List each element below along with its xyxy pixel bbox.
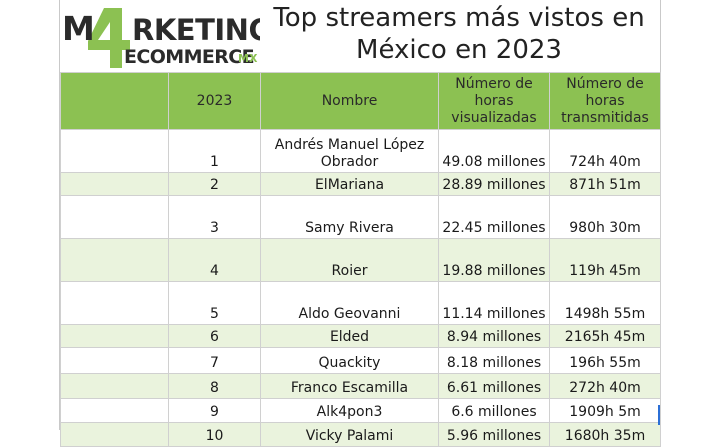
table-row: 1 Andrés Manuel López Obrador 49.08 millon… bbox=[60, 129, 661, 173]
hours-watched-cell: 8.94 millones bbox=[438, 324, 550, 348]
header-row: 2023 Nombre Número de horas visualizadas… bbox=[60, 72, 661, 130]
hours-watched-cell: 11.14 millones bbox=[438, 281, 550, 325]
cursor-mark bbox=[658, 405, 660, 425]
table-row: 4 Roier 19.88 millones 119h 45m bbox=[60, 238, 661, 282]
rank-cell: 9 bbox=[168, 398, 261, 423]
hours-watched-cell: 6.61 millones bbox=[438, 373, 550, 399]
hours-streamed-cell: 724h 40m bbox=[549, 129, 661, 173]
header-year: 2023 bbox=[168, 72, 261, 130]
blank bbox=[60, 422, 169, 447]
hours-streamed-cell: 1909h 5m bbox=[549, 398, 661, 423]
name-cell: Quackity bbox=[260, 347, 439, 374]
header-hours-streamed: Número de horas transmitidas bbox=[549, 72, 661, 130]
title-line-1: Top streamers más vistos en bbox=[273, 3, 645, 33]
blank bbox=[60, 373, 169, 399]
rank-cell: 8 bbox=[168, 373, 261, 399]
blank bbox=[60, 281, 169, 325]
rank-cell: 6 bbox=[168, 324, 261, 348]
rank-cell: 10 bbox=[168, 422, 261, 447]
name-cell: Alk4pon3 bbox=[260, 398, 439, 423]
hours-streamed-cell: 871h 51m bbox=[549, 172, 661, 196]
table-row: 2 ElMariana 28.89 millones 871h 51m bbox=[60, 172, 661, 196]
page-title: Top streamers más vistos en México en 20… bbox=[260, 2, 658, 68]
hours-streamed-cell: 980h 30m bbox=[549, 195, 661, 239]
hours-streamed-cell: 2165h 45m bbox=[549, 324, 661, 348]
name-cell: Andrés Manuel López Obrador bbox=[260, 129, 439, 173]
svg-text:M: M bbox=[62, 9, 95, 48]
name-cell: ElMariana bbox=[260, 172, 439, 196]
hours-watched-cell: 22.45 millones bbox=[438, 195, 550, 239]
svg-text:RKETING: RKETING bbox=[132, 13, 260, 47]
name-cell: Franco Escamilla bbox=[260, 373, 439, 399]
infographic-frame: M RKETING ECOMMERCE MX Top streamers más… bbox=[59, 0, 661, 447]
hours-streamed-cell: 272h 40m bbox=[549, 373, 661, 399]
blank bbox=[60, 195, 169, 239]
header-name: Nombre bbox=[260, 72, 439, 130]
title-line-2: México en 2023 bbox=[356, 35, 562, 65]
hours-watched-cell: 28.89 millones bbox=[438, 172, 550, 196]
name-cell: Vicky Palami bbox=[260, 422, 439, 447]
table-row: 10 Vicky Palami 5.96 millones 1680h 35m bbox=[60, 422, 661, 447]
rank-cell: 5 bbox=[168, 281, 261, 325]
header-hours-watched: Número de horas visualizadas bbox=[438, 72, 550, 130]
hours-streamed-cell: 1498h 55m bbox=[549, 281, 661, 325]
header-blank bbox=[60, 72, 169, 130]
svg-text:MX: MX bbox=[238, 52, 258, 65]
blank bbox=[60, 398, 169, 423]
hours-watched-cell: 49.08 millones bbox=[438, 129, 550, 173]
table-row: 7 Quackity 8.18 millones 196h 55m bbox=[60, 347, 661, 374]
rank-cell: 2 bbox=[168, 172, 261, 196]
table-row: 8 Franco Escamilla 6.61 millones 272h 40m bbox=[60, 373, 661, 399]
table-row: 5 Aldo Geovanni 11.14 millones 1498h 55m bbox=[60, 281, 661, 325]
hours-watched-cell: 19.88 millones bbox=[438, 238, 550, 282]
hours-watched-cell: 6.6 millones bbox=[438, 398, 550, 423]
blank bbox=[60, 172, 169, 196]
blank bbox=[60, 347, 169, 374]
table-row: 3 Samy Rivera 22.45 millones 980h 30m bbox=[60, 195, 661, 239]
name-cell: Roier bbox=[260, 238, 439, 282]
rank-cell: 7 bbox=[168, 347, 261, 374]
table-row: 6 Elded 8.94 millones 2165h 45m bbox=[60, 324, 661, 348]
name-cell: Aldo Geovanni bbox=[260, 281, 439, 325]
hours-watched-cell: 5.96 millones bbox=[438, 422, 550, 447]
blank bbox=[60, 129, 169, 173]
marketing4ecommerce-logo: M RKETING ECOMMERCE MX bbox=[60, 0, 260, 72]
hours-streamed-cell: 119h 45m bbox=[549, 238, 661, 282]
hours-streamed-cell: 1680h 35m bbox=[549, 422, 661, 447]
svg-text:ECOMMERCE: ECOMMERCE bbox=[124, 46, 254, 68]
blank bbox=[60, 324, 169, 348]
hours-watched-cell: 8.18 millones bbox=[438, 347, 550, 374]
blank bbox=[60, 238, 169, 282]
name-cell: Elded bbox=[260, 324, 439, 348]
rank-cell: 3 bbox=[168, 195, 261, 239]
streamers-table: 2023 Nombre Número de horas visualizadas… bbox=[60, 72, 661, 447]
table-row: 9 Alk4pon3 6.6 millones 1909h 5m bbox=[60, 398, 661, 423]
name-cell: Samy Rivera bbox=[260, 195, 439, 239]
hours-streamed-cell: 196h 55m bbox=[549, 347, 661, 374]
rank-cell: 4 bbox=[168, 238, 261, 282]
rank-cell: 1 bbox=[168, 129, 261, 173]
